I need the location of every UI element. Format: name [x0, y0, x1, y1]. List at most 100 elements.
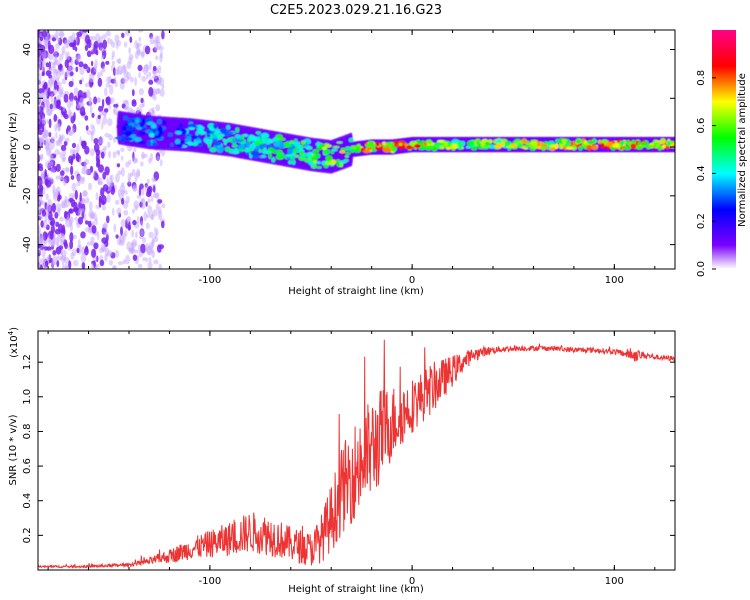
spectrogram-noise-blob: [86, 50, 92, 58]
spectrogram-ridge-cell: [255, 131, 261, 135]
spectrogram-ridge-cell: [414, 144, 421, 149]
spectrogram-noise-blob: [145, 257, 149, 262]
snr-scale-close: ): [9, 327, 20, 331]
spectrogram-ridge-cell: [322, 146, 328, 150]
spectrogram-noise-blob: [55, 71, 61, 80]
spectrogram-noise-blob: [138, 30, 144, 33]
spectrogram-ridge-cell: [299, 157, 306, 161]
spectrogram-ridge-cell: [565, 146, 574, 150]
spectrogram-noise-blob: [45, 160, 52, 169]
spectrogram-noise-blob: [65, 51, 68, 60]
spectrogram-noise-blob: [156, 204, 159, 211]
spectrogram-ridge-cell: [548, 140, 555, 145]
spectrogram-ridge-cell: [222, 128, 227, 134]
spectrogram-noise-blob: [74, 46, 78, 52]
spectrogram-ridge-cell: [299, 150, 304, 155]
spectrogram-noise-blob: [80, 252, 87, 263]
spectrogram-ridge-cell: [624, 145, 631, 151]
spectrogram-noise-blob: [102, 39, 108, 50]
y-tick-label: 20: [22, 92, 33, 105]
spectrogram-noise-blob: [128, 221, 131, 230]
spectrogram-noise-blob: [68, 260, 72, 269]
spectrogram-noise-blob: [51, 61, 56, 66]
spectrogram-noise-blob: [88, 201, 93, 211]
spectrogram-noise-blob: [147, 245, 153, 256]
spectrogram-ridge-cell: [483, 144, 491, 148]
spectrogram-ridge-cell: [295, 146, 299, 150]
spectrogram-noise-blob: [54, 59, 61, 66]
spectrogram-noise-blob: [98, 198, 102, 208]
spectrogram-noise-blob: [86, 169, 92, 175]
spectrogram-ridge-cell: [445, 146, 451, 150]
spectrogram-noise-blob: [56, 186, 61, 195]
spectrogram-noise-blob: [40, 173, 45, 179]
spectrogram-noise-blob: [44, 39, 49, 49]
spectrogram-noise-blob: [71, 248, 77, 257]
x-tick-label: 100: [605, 275, 624, 286]
spectrogram-noise-blob: [126, 61, 132, 69]
spectrogram-noise-blob: [45, 62, 50, 68]
spectrogram-noise-blob: [144, 45, 151, 55]
spectrogram-ridge-cell: [175, 139, 181, 145]
spectrogram-ridge-cell: [451, 139, 459, 144]
spectrogram-noise-blob: [141, 237, 147, 244]
spectrogram-ridge-cell: [226, 125, 231, 130]
spectrogram-noise-blob: [93, 64, 98, 73]
spectrogram-ridge-cell: [272, 146, 278, 150]
spectrogram-ridge-cell: [460, 141, 466, 146]
spectrogram-noise-blob: [69, 232, 74, 242]
spectrogram-ridge-cell: [188, 121, 193, 125]
spectrogram-ridge-cell: [218, 134, 223, 140]
spectrogram-ridge-cell: [138, 131, 146, 136]
spectrogram-noise-blob: [128, 159, 132, 165]
spectrogram-noise-blob: [80, 176, 85, 185]
spectrogram-noise-blob: [45, 180, 52, 188]
spectrogram-noise-blob: [151, 177, 157, 183]
spectrogram-noise-blob: [53, 113, 58, 122]
spectrogram-noise-blob: [48, 77, 54, 86]
spectrogram-noise-blob: [38, 106, 41, 113]
spectrogram-noise-blob: [99, 111, 105, 116]
spectrogram-noise-blob: [97, 180, 104, 186]
spectrogram-noise-blob: [145, 201, 148, 207]
spectrogram-noise-blob: [98, 105, 104, 112]
spectrogram-noise-blob: [38, 261, 41, 269]
spectrogram-noise-blob: [63, 178, 67, 186]
spectrogram-ridge-cell: [249, 135, 256, 142]
spectrogram-ridge-cell: [115, 136, 123, 140]
spectrogram-ridge-cell: [162, 120, 167, 125]
spectrogram-noise-blob: [93, 260, 96, 268]
spectrogram-ridge-cell: [254, 140, 261, 147]
spectrogram-noise-blob: [102, 116, 108, 125]
spectrogram-noise-blob: [47, 87, 51, 97]
spectrogram-noise-blob: [138, 251, 144, 258]
spectrogram-noise-blob: [141, 75, 147, 82]
colorbar-gradient: [712, 30, 736, 269]
spectrogram-noise-blob: [102, 205, 106, 211]
spectrogram-noise-blob: [152, 106, 155, 114]
spectrogram-noise-blob: [97, 114, 101, 120]
spectrogram-ridge-cell: [294, 149, 300, 153]
spectrogram-noise-blob: [68, 80, 74, 88]
spectrogram-ridge-cell: [179, 123, 183, 128]
spectrogram-noise-blob: [55, 132, 58, 139]
spectrogram-ridge-cell: [660, 138, 666, 144]
spectrogram-noise-blob: [140, 188, 145, 196]
spectrogram-ridge-cell: [336, 141, 343, 144]
spectrogram-ridge-cell: [555, 138, 559, 144]
spectrogram-noise-blob: [152, 75, 158, 80]
spectrogram-noise-blob: [76, 143, 80, 154]
spectrogram-noise-blob: [116, 238, 122, 246]
spectrogram-ridge-cell: [398, 143, 403, 146]
spectrogram-ridge-cell: [176, 144, 183, 148]
spectrogram-noise-blob: [134, 76, 138, 87]
spectrogram-noise-blob: [79, 192, 82, 202]
spectrogram-noise-blob: [161, 220, 165, 229]
spectrogram-noise-blob: [138, 36, 142, 42]
spectrogram-noise-blob: [45, 193, 49, 200]
spectrogram-noise-blob: [42, 96, 47, 103]
spectrogram-noise-blob: [111, 60, 115, 65]
spectrogram-noise-blob: [127, 181, 132, 187]
spectrogram-ridge-cell: [121, 125, 128, 131]
spectrogram-noise-blob: [101, 98, 105, 109]
